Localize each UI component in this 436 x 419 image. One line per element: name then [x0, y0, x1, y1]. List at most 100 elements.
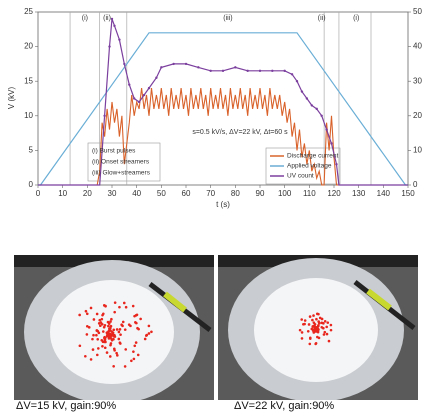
uv-spot [97, 331, 101, 335]
series-marker [325, 128, 328, 131]
y2-tick-label: 40 [413, 42, 422, 51]
uv-spot [298, 328, 302, 332]
uv-spot [300, 337, 304, 340]
uv-spot [123, 365, 127, 368]
uv-spot [89, 358, 93, 361]
uv-spot [131, 304, 135, 308]
uv-spot [143, 337, 147, 341]
uv-spot [112, 334, 116, 338]
uv-spot [323, 320, 327, 323]
uv-spot [315, 317, 318, 321]
region-legend-item: (i) Burst pulses [92, 148, 136, 155]
uv-spot [317, 336, 321, 340]
uv-spot [102, 340, 106, 344]
uv-spot [145, 334, 148, 337]
x-tick-label: 150 [401, 189, 415, 198]
y2-tick-label: 30 [413, 76, 422, 85]
uv-spot [315, 312, 319, 316]
series-marker [133, 97, 136, 100]
series-marker [315, 107, 318, 111]
uv-spot [307, 323, 311, 326]
x-tick-label: 110 [303, 189, 316, 198]
uv-spot [112, 328, 116, 332]
x-tick-label: 100 [278, 189, 292, 198]
uv-spot [134, 341, 138, 344]
series-marker [310, 104, 313, 107]
uv-spot [107, 324, 110, 328]
uv-spot [78, 313, 81, 317]
x-tick-label: 80 [231, 189, 240, 198]
photo-caption: ΔV=22 kV, gain:90% [234, 400, 334, 412]
uv-spots [78, 301, 153, 368]
x-tick-label: 40 [132, 189, 141, 198]
uv-spot [122, 301, 126, 305]
photo-caption: ΔV=15 kV, gain:90% [16, 400, 116, 412]
legend-label: UV count [287, 173, 314, 180]
series-marker [295, 80, 299, 83]
electrode-tip [366, 288, 392, 311]
photo-right [218, 255, 418, 402]
uv-spot [99, 321, 103, 324]
uv-spot [99, 324, 102, 328]
x-tick-label: 90 [256, 189, 265, 198]
uv-spot [84, 354, 87, 358]
uv-spot [326, 321, 330, 324]
legend-label: Discharge current [287, 153, 338, 160]
series-marker [290, 73, 294, 76]
x-tick-label: 140 [377, 189, 391, 198]
uv-spot [102, 325, 106, 329]
uv-spot [322, 333, 326, 336]
uv-spot [92, 333, 95, 337]
uv-spot [104, 304, 107, 308]
uv-spot [313, 325, 317, 329]
y-axis-label: V (kV) [7, 87, 16, 110]
uv-spot [323, 330, 327, 334]
series-marker [300, 90, 304, 93]
uv-spot [92, 318, 96, 321]
x-tick-label: 50 [157, 189, 166, 198]
uv-spot [121, 320, 125, 324]
uv-spot [130, 359, 133, 363]
series-marker [197, 66, 200, 69]
uv-spot [113, 349, 116, 352]
region-label: (i) [353, 15, 359, 22]
x-tick-label: 20 [83, 189, 92, 198]
uv-spot [84, 309, 88, 313]
region-label: (iii) [223, 15, 232, 22]
region-label: (i) [82, 15, 88, 22]
series-marker [246, 69, 249, 73]
uv-spot [112, 365, 115, 368]
uv-spot [100, 339, 104, 342]
uv-spot [124, 305, 128, 309]
uv-spot [314, 328, 318, 332]
uv-spot [85, 333, 89, 336]
x-tick-label: 120 [327, 189, 341, 198]
photo-left [14, 255, 214, 404]
uv-spot [150, 330, 153, 334]
region-label: (ii) [318, 15, 326, 22]
uv-spot [115, 351, 118, 355]
uv-spot [95, 333, 98, 337]
uv-spot [109, 343, 112, 347]
uv-spot [103, 346, 107, 350]
uv-spot [103, 336, 106, 340]
y2-tick-label: 50 [413, 7, 422, 16]
uv-spot [133, 344, 137, 348]
uv-spot [320, 325, 324, 329]
uv-spot [302, 322, 305, 326]
uv-spot [105, 351, 109, 354]
uv-spot [95, 353, 99, 357]
y-tick-label: 0 [29, 180, 34, 189]
uv-spot [132, 357, 136, 361]
uv-spot [317, 320, 320, 323]
uv-spot [124, 348, 128, 351]
series-marker [137, 100, 141, 104]
uv-spot [132, 350, 135, 353]
uv-spot [135, 313, 139, 317]
uv-spot [311, 329, 315, 332]
uv-spot [314, 342, 317, 346]
uv-spot [95, 312, 99, 316]
x-tick-label: 60 [182, 189, 191, 198]
uv-spot [133, 314, 136, 318]
uv-spot [147, 332, 151, 335]
